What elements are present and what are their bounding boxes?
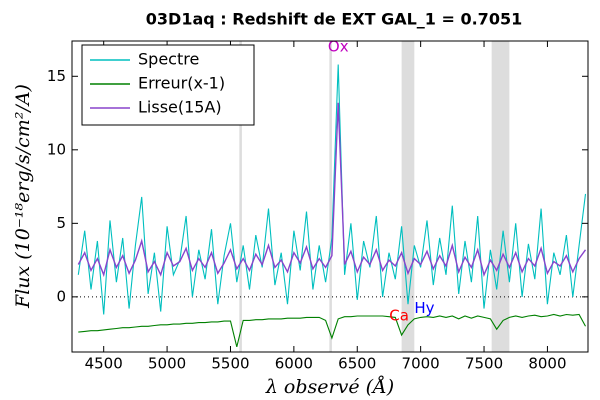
y-tick-label: 5 [56,214,66,232]
series-line [77,64,587,315]
legend-label: Erreur(x-1) [138,74,225,93]
legend-box [81,44,255,126]
x-tick-label: 8000 [528,355,566,373]
chart-title: 03D1aq : Redshift de EXT GAL_1 = 0.7051 [146,10,522,29]
y-tick-label: 15 [47,67,66,85]
x-tick-label: 7000 [402,355,440,373]
annotation: Ca [389,306,409,324]
x-tick-label: 7500 [465,355,503,373]
y-axis-label: Flux (10⁻¹⁸erg/s/cm²/A) [12,84,34,309]
x-axis-label: λ observé (Å) [265,376,394,398]
y-tick-label: 0 [56,287,66,305]
axes-frame [71,40,589,353]
y-tick-label: 10 [47,140,66,158]
sky-band [239,41,242,352]
series-line [77,102,587,278]
annotation: Ox [328,37,349,55]
x-tick-label: 6500 [338,355,376,373]
x-tick-label: 5500 [211,355,249,373]
plot-area [72,41,588,352]
sky-band [491,41,510,352]
annotation: Hy [414,299,434,317]
x-tick-label: 5000 [148,355,186,373]
legend-label: Lisse(15A) [138,98,222,117]
series-line [78,313,586,348]
sky-band [329,41,332,352]
sky-band [401,41,415,352]
legend-label: Spectre [138,50,199,69]
x-tick-label: 4500 [85,355,123,373]
x-tick-label: 6000 [275,355,313,373]
